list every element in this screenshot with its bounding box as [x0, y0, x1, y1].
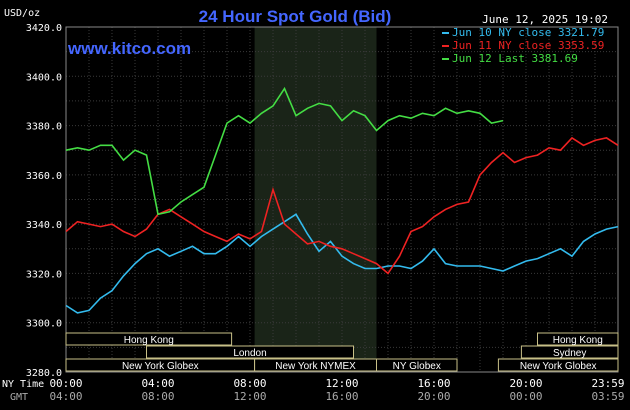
y-axis-label: USD/oz [4, 8, 40, 19]
y-tick-label: 3360.0 [26, 171, 62, 182]
x-tick-label-ny: 23:59 [591, 377, 624, 390]
session-bar [376, 358, 458, 372]
series-line-0 [65, 213, 619, 314]
session-label: New York NYMEX [275, 361, 356, 372]
x-tick-label-gmt: 03:59 [591, 390, 624, 403]
session-bars: Hong Kong London New York Globex New York N… [65, 332, 619, 372]
y-tick-labels: 3420.0 3400.0 3380.0 3360.0 3340.0 3320.0 3300… [26, 23, 62, 379]
y-tick-label: 3320.0 [26, 269, 62, 280]
session-label: Sydney [553, 348, 586, 359]
legend-entry: Jun 11 NY close 3353.59 [452, 39, 604, 52]
legend-entry: Jun 12 Last 3381.69 [452, 52, 578, 65]
watermark: www.kitco.com [67, 39, 191, 58]
session-bar [146, 345, 354, 359]
x-tick-label-gmt: 00:00 [509, 390, 542, 403]
session-label: Hong Kong [124, 335, 174, 346]
x-tick-labels: 00:0004:0004:0008:0008:0012:0012:0016:00… [49, 377, 624, 403]
x-tick-label-ny: 04:00 [141, 377, 174, 390]
ny-time-label: NY Time [2, 379, 44, 390]
session-label: London [233, 348, 266, 359]
series-line-2 [65, 86, 504, 216]
y-tick-label: 3300.0 [26, 319, 62, 330]
gmt-label: GMT [10, 392, 28, 403]
x-tick-label-ny: 08:00 [233, 377, 266, 390]
session-label: New York Globex [520, 361, 597, 372]
x-tick-label-ny: 00:00 [49, 377, 82, 390]
y-tick-label: 3380.0 [26, 122, 62, 133]
session-bar [497, 358, 619, 372]
legend-entry: Jun 10 NY close 3321.79 [452, 26, 604, 39]
session-bar [520, 345, 619, 359]
session-bar [65, 332, 233, 346]
x-tick-label-ny: 16:00 [417, 377, 450, 390]
y-tick-label: 3280.0 [26, 368, 62, 379]
x-tick-label-gmt: 04:00 [49, 390, 82, 403]
plot-frame [65, 26, 619, 373]
session-label: New York Globex [122, 361, 199, 372]
plot-area [65, 26, 619, 373]
session-label: NY Globex [393, 361, 441, 372]
x-tick-label-ny: 20:00 [509, 377, 542, 390]
x-tick-label-gmt: 08:00 [141, 390, 174, 403]
x-tick-label-gmt: 12:00 [233, 390, 266, 403]
y-tick-label: 3340.0 [26, 220, 62, 231]
chart-title: 24 Hour Spot Gold (Bid) [199, 7, 392, 26]
timestamp: June 12, 2025 19:02 [482, 13, 608, 26]
session-bar [537, 332, 619, 346]
x-tick-label-ny: 12:00 [325, 377, 358, 390]
x-tick-label-gmt: 20:00 [417, 390, 450, 403]
y-tick-label: 3420.0 [26, 23, 62, 34]
y-tick-label: 3400.0 [26, 72, 62, 83]
session-label: Hong Kong [553, 335, 603, 346]
x-tick-label-gmt: 16:00 [325, 390, 358, 403]
